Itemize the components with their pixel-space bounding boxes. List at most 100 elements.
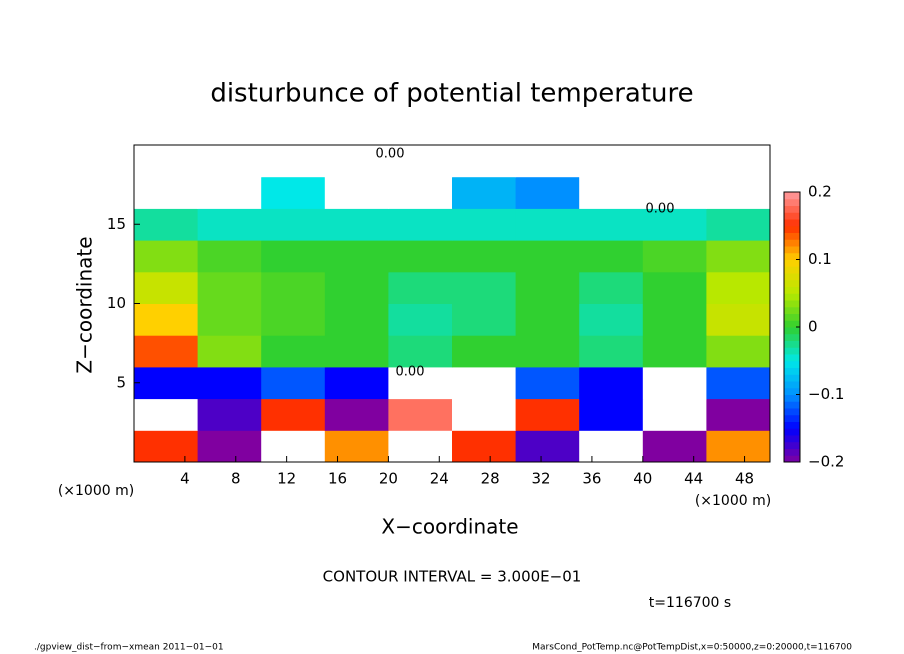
contour-label: 0.00	[396, 365, 425, 380]
heat-cell	[706, 208, 771, 241]
colorbar-swatch	[784, 333, 800, 341]
heat-cell	[261, 240, 326, 273]
heat-cell	[642, 208, 707, 241]
heat-cell	[388, 430, 453, 463]
heat-cell	[515, 366, 580, 400]
heat-cell	[388, 303, 453, 336]
heat-cell	[324, 271, 389, 304]
x-tick-label: 16	[328, 470, 347, 488]
heat-cell	[388, 240, 453, 273]
heat-cell	[452, 303, 517, 336]
heat-cell	[706, 430, 771, 463]
colorbar-tick-label: 0.1	[808, 250, 832, 268]
heat-cell	[134, 366, 199, 400]
colorbar-swatch	[784, 252, 800, 260]
heat-cell	[642, 366, 707, 400]
heat-cell	[388, 271, 453, 304]
heat-cell	[579, 398, 644, 431]
colorbar-swatch	[784, 401, 800, 409]
heat-cell	[579, 271, 644, 304]
heat-cell	[134, 303, 199, 336]
colorbar-swatch	[784, 428, 800, 436]
heat-cell	[706, 176, 771, 209]
x-tick-label: 24	[430, 470, 449, 488]
colorbar-swatch	[784, 441, 800, 449]
heat-cell	[579, 145, 644, 178]
heat-cell	[197, 271, 262, 304]
heat-cell	[579, 208, 644, 241]
heat-cell	[452, 240, 517, 273]
colorbar-swatch	[784, 421, 800, 429]
heat-cell	[134, 240, 199, 273]
heat-cell	[134, 208, 199, 241]
heat-cell	[706, 271, 771, 304]
heat-cell	[134, 271, 199, 304]
heat-cell	[642, 398, 707, 431]
heat-cell	[515, 240, 580, 273]
x-unit: (×1000 m)	[695, 493, 771, 509]
colorbar-swatch	[784, 374, 800, 382]
heat-cell	[261, 145, 326, 178]
heat-cell	[706, 335, 771, 368]
colorbar-swatch	[784, 381, 800, 389]
colorbar-swatch	[784, 219, 800, 227]
colorbar-swatch	[784, 347, 800, 355]
heat-cell	[706, 303, 771, 336]
colorbar-swatch	[784, 327, 800, 335]
heat-cell	[452, 145, 517, 178]
colorbar-swatch	[784, 239, 800, 247]
heat-cell	[515, 303, 580, 336]
heat-cell	[197, 145, 262, 178]
heat-cell	[515, 176, 580, 209]
heat-cell	[388, 176, 453, 209]
heat-cell	[261, 208, 326, 241]
colorbar-swatch	[784, 340, 800, 348]
x-tick-label: 8	[231, 470, 241, 488]
y-tick-label: 15	[107, 215, 126, 233]
x-tick-label: 36	[582, 470, 601, 488]
heat-cell	[197, 366, 262, 400]
colorbar-swatch	[784, 300, 800, 308]
chart-title: disturbunce of potential temperature	[210, 79, 693, 109]
colorbar-swatch	[784, 192, 800, 200]
colorbar-swatch	[784, 259, 800, 267]
heat-cell	[706, 398, 771, 431]
colorbar-swatch	[784, 246, 800, 254]
x-tick-label: 12	[277, 470, 296, 488]
footer-left: ./gpview_dist−from−xmean 2011−01−01	[34, 643, 224, 653]
heat-cell	[452, 398, 517, 431]
colorbar-tick-label: 0	[808, 318, 818, 336]
heat-cell	[134, 398, 199, 431]
heat-cell	[579, 303, 644, 336]
heat-cell	[388, 398, 453, 431]
heat-cell	[642, 271, 707, 304]
footer-right: MarsCond_PotTemp.nc@PotTempDist,x=0:5000…	[532, 643, 852, 653]
heat-cell	[261, 398, 326, 431]
heat-cell	[324, 366, 389, 400]
heat-cell	[706, 145, 771, 178]
heat-cell	[197, 430, 262, 463]
heat-cell	[515, 208, 580, 241]
heat-cell	[642, 240, 707, 273]
heat-cell	[642, 145, 707, 178]
heat-cell	[197, 208, 262, 241]
colorbar-swatch	[784, 273, 800, 281]
heat-cell	[261, 366, 326, 400]
colorbar-tick-label: −0.1	[808, 385, 844, 403]
heat-cell	[197, 335, 262, 368]
x-tick-label: 4	[180, 470, 190, 488]
heat-cell	[261, 335, 326, 368]
heat-cell	[388, 335, 453, 368]
heat-cell	[324, 303, 389, 336]
heat-cell	[706, 240, 771, 273]
colorbar-swatch	[784, 435, 800, 443]
colorbar-swatch	[784, 266, 800, 274]
heat-cell	[515, 430, 580, 463]
heat-cell	[261, 176, 326, 209]
heat-cell	[197, 398, 262, 431]
heat-cell	[642, 335, 707, 368]
heat-cell	[452, 271, 517, 304]
heat-cell	[642, 430, 707, 463]
heat-cell	[642, 303, 707, 336]
colorbar-swatch	[784, 279, 800, 287]
